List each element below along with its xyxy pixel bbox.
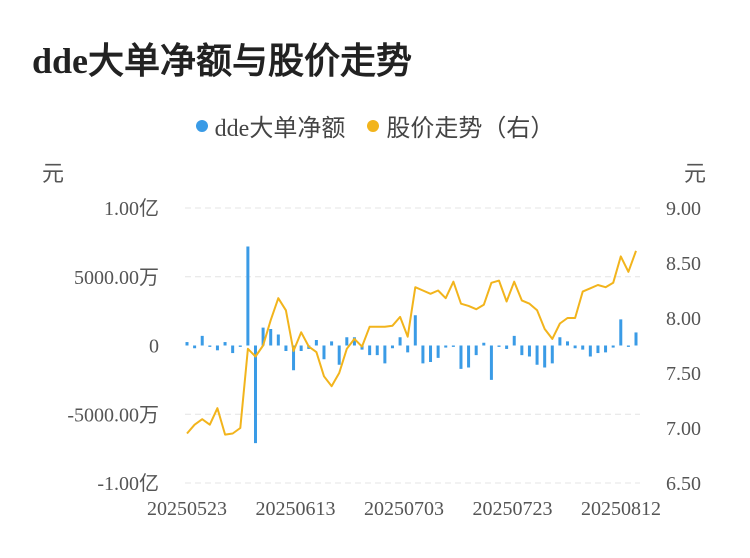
bar [459,345,463,369]
y-left-tick-label: 0 [149,336,159,358]
bar [246,246,250,346]
bar [284,345,288,351]
bar [489,345,493,380]
bar [261,327,265,346]
bar [253,345,257,444]
bar [505,345,509,349]
bar [581,345,585,350]
chart-title: dde大单净额与股价走势 [32,41,413,81]
bar [429,345,433,362]
left-axis-unit: 元 [42,161,65,186]
bar [604,345,608,353]
bar [322,345,326,360]
bar [215,345,219,351]
bar [596,345,600,354]
bar [497,345,501,347]
bar [231,345,235,354]
bar [375,345,379,356]
y-left-tick-label: -1.00亿 [97,472,159,495]
bar [208,345,212,347]
bar [573,345,577,349]
bar [238,345,242,347]
bar [330,341,334,346]
bar [444,345,448,348]
x-tick-label: 20250703 [364,498,444,520]
x-tick-label: 20250613 [256,498,336,520]
bar [406,345,410,353]
x-tick-label: 20250812 [581,498,661,520]
bar [200,335,204,346]
bar [527,345,531,357]
bar [314,340,318,346]
bar [512,335,516,346]
legend-item-price[interactable]: 股价走势（右） [367,108,554,143]
bar [543,345,547,368]
bar [474,345,478,356]
bar [383,345,387,364]
bar [482,342,486,346]
y-right-tick-label: 7.00 [666,418,701,440]
legend-label-dde: dde大单净额 [214,116,346,142]
y-left-tick-label: -5000.00万 [67,404,159,426]
bar [467,345,471,368]
legend: dde大单净额 股价走势（右） [0,108,750,143]
bar [558,337,562,346]
bar [193,345,197,349]
bar [292,345,296,371]
y-right-tick-label: 8.50 [666,253,701,275]
bar [634,332,638,346]
bar [611,345,615,348]
bar [398,337,402,346]
bar [352,337,356,346]
y-right-tick-label: 6.50 [666,473,701,495]
legend-dot-blue-icon [195,119,208,132]
bar [520,345,524,356]
bar [421,345,425,364]
y-right-tick-label: 8.00 [666,308,701,330]
bar [619,319,623,346]
bar [276,334,280,346]
legend-dot-yellow-icon [367,119,380,132]
y-right-tick-label: 7.50 [666,363,701,385]
x-tick-label: 20250523 [147,498,227,520]
bar [223,342,227,346]
bar [566,341,570,346]
y-left-tick-label: 5000.00万 [74,267,159,289]
bar [436,345,440,358]
bar [368,345,372,356]
bar [626,345,630,347]
bar [413,315,417,346]
bar [588,345,592,357]
y-left-tick-label: 1.00亿 [104,197,159,220]
bar [269,329,273,346]
bar [185,342,189,346]
bar [451,345,455,347]
price-line [186,250,637,436]
legend-label-price: 股价走势（右） [386,116,555,142]
x-tick-label: 20250723 [473,498,553,520]
legend-item-dde[interactable]: dde大单净额 [195,108,346,143]
y-right-tick-label: 9.00 [666,198,701,220]
bar [299,345,303,351]
bar [337,345,341,365]
bar [550,345,554,364]
bar [390,345,394,349]
bar [345,337,349,346]
right-axis-unit: 元 [684,161,707,186]
bar [535,345,539,365]
